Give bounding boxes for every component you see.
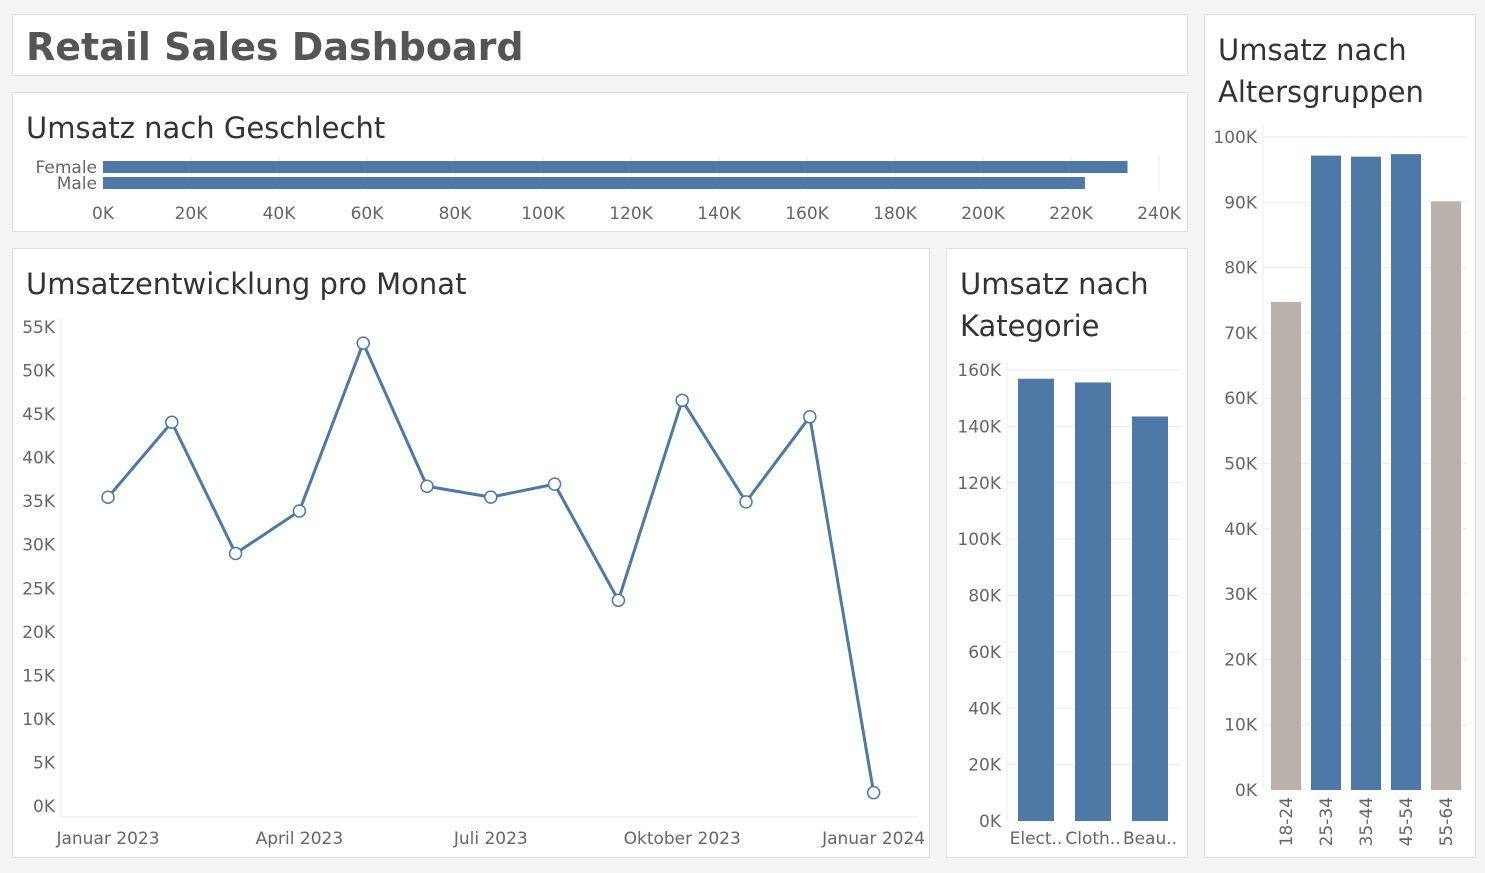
monthly-y-tick-label: 50K [22,362,56,382]
monthly-y-tick-label: 40K [22,449,56,469]
monthly-y-tick-label: 25K [22,579,56,599]
gender-chart-panel: Umsatz nach Geschlecht 0K 20K 40K 60K 80K 100… [12,92,1188,232]
age-chart-panel: Umsatz nach Altersgruppen 0K 10K 20K 30K 40K… [1204,14,1476,858]
monthly-data-point [739,495,753,509]
monthly-data-point [803,410,817,424]
monthly-y-tick-label: 5K [33,753,56,773]
monthly-data-point [420,479,434,493]
gender-category-label: Female [36,158,97,178]
monthly-y-tick-label: 10K [22,710,56,730]
monthly-x-tick-label: Januar 2023 [55,829,159,849]
age-bar [1271,301,1301,790]
age-y-tick-label: 70K [1224,324,1258,344]
gender-x-tick-label: 0K [92,204,115,224]
gender-x-tick-label: 180K [873,204,917,224]
monthly-y-tick-label: 30K [22,536,56,556]
monthly-data-point [165,415,179,430]
gender-x-tick-label: 240K [1137,204,1181,224]
monthly-data-point [292,504,307,518]
monthly-y-tick-label: 20K [22,623,56,643]
age-y-tick-label: 0K [1235,781,1258,801]
category-bar [1018,378,1054,821]
gender-x-tick-label: 100K [521,204,565,224]
gender-category-label: Male [57,174,97,194]
age-x-tick-label: 45-54 [1397,797,1417,846]
age-chart-title: Umsatz nach Altersgruppen [1218,33,1424,109]
age-bar [1311,155,1341,791]
gender-bar [103,161,1128,173]
monthly-data-point [484,490,498,504]
monthly-chart-title: Umsatzentwicklung pro Monat [26,267,467,301]
monthly-data-point [675,393,689,408]
gender-x-tick-label: 140K [697,204,741,224]
age-x-tick-label: 35-44 [1357,797,1377,846]
age-y-tick-label: 90K [1224,193,1258,213]
monthly-data-point [228,546,243,561]
monthly-data-point [547,477,562,491]
gender-x-tick-label: 160K [785,204,829,224]
gender-bar [103,177,1085,189]
age-y-tick-label: 20K [1224,650,1258,670]
age-y-tick-label: 60K [1224,389,1258,409]
age-y-tick-label: 40K [1224,520,1258,540]
monthly-x-tick-label: Juli 2023 [453,829,528,849]
category-y-tick-label: 140K [957,417,1001,437]
age-x-tick-label: 55-64 [1437,797,1457,846]
category-y-tick-label: 100K [957,530,1001,550]
category-y-tick-label: 60K [968,643,1002,663]
monthly-x-tick-label: April 2023 [256,829,344,849]
monthly-y-tick-label: 35K [22,492,56,512]
age-bar [1351,156,1381,791]
monthly-x-tick-label: Januar 2024 [821,829,925,849]
dashboard-title: Retail Sales Dashboard [26,25,524,69]
age-bar-chart: 0K 10K 20K 30K 40K 50K 60K 70K 80K 90K 100K 18-24 25… [1213,125,1467,846]
age-x-tick-label: 18-24 [1277,797,1297,846]
dashboard-header: Retail Sales Dashboard [12,14,1188,76]
monthly-y-tick-label: 55K [22,318,56,338]
monthly-sales-line [106,341,876,793]
gender-x-tick-label: 60K [351,204,385,224]
monthly-y-tick-label: 0K [33,797,56,817]
gender-chart-title: Umsatz nach Geschlecht [26,111,386,145]
monthly-data-point [356,336,370,350]
category-bar [1132,416,1168,821]
category-y-tick-label: 20K [968,756,1002,776]
category-y-tick-label: 40K [968,699,1002,719]
monthly-x-tick-label: Oktober 2023 [624,829,741,849]
gender-x-tick-label: 200K [961,204,1005,224]
category-bar [1075,382,1111,821]
category-y-tick-label: 80K [968,587,1002,607]
age-y-tick-label: 50K [1224,455,1258,475]
monthly-data-point [611,593,626,608]
gender-x-tick-label: 80K [439,204,473,224]
age-bar [1391,154,1421,791]
category-y-tick-label: 160K [957,361,1001,381]
age-y-tick-label: 30K [1224,585,1258,605]
monthly-data-point [101,490,115,505]
category-x-tick-label: Elect.. [1010,829,1063,849]
age-x-tick-label: 25-34 [1317,797,1337,846]
monthly-chart-panel: Umsatzentwicklung pro Monat 0K 5K 10K 15K 20… [12,248,930,858]
monthly-y-tick-label: 15K [22,666,56,686]
category-chart-panel: Umsatz nach Kategorie 0K 20K 40K 60K 80K 100K… [946,248,1188,858]
category-chart-title: Umsatz nach Kategorie [960,267,1149,343]
monthly-data-point [866,785,881,800]
monthly-y-tick-label: 45K [22,405,56,425]
category-bar-chart: 0K 20K 40K 60K 80K 100K 120K 140K 160K Elect.. Clo… [957,361,1181,849]
category-y-tick-label: 120K [957,474,1001,494]
category-x-tick-label: Beau.. [1123,829,1177,849]
monthly-line-chart: 0K 5K 10K 15K 20K 25K 30K 35K 40K 45K 50K 55K Januar… [22,318,925,849]
age-y-tick-label: 100K [1213,128,1257,148]
gender-x-tick-label: 20K [175,204,209,224]
age-bar [1431,201,1461,790]
gender-x-tick-label: 220K [1049,204,1093,224]
age-y-tick-label: 80K [1224,259,1258,279]
category-y-tick-label: 0K [979,812,1002,832]
gender-x-tick-label: 40K [263,204,297,224]
age-y-tick-label: 10K [1224,716,1258,736]
category-x-tick-label: Cloth.. [1065,829,1120,849]
gender-bar-chart: 0K 20K 40K 60K 80K 100K 120K 140K 160K 180K 200K 22… [36,155,1182,224]
gender-x-tick-label: 120K [609,204,653,224]
